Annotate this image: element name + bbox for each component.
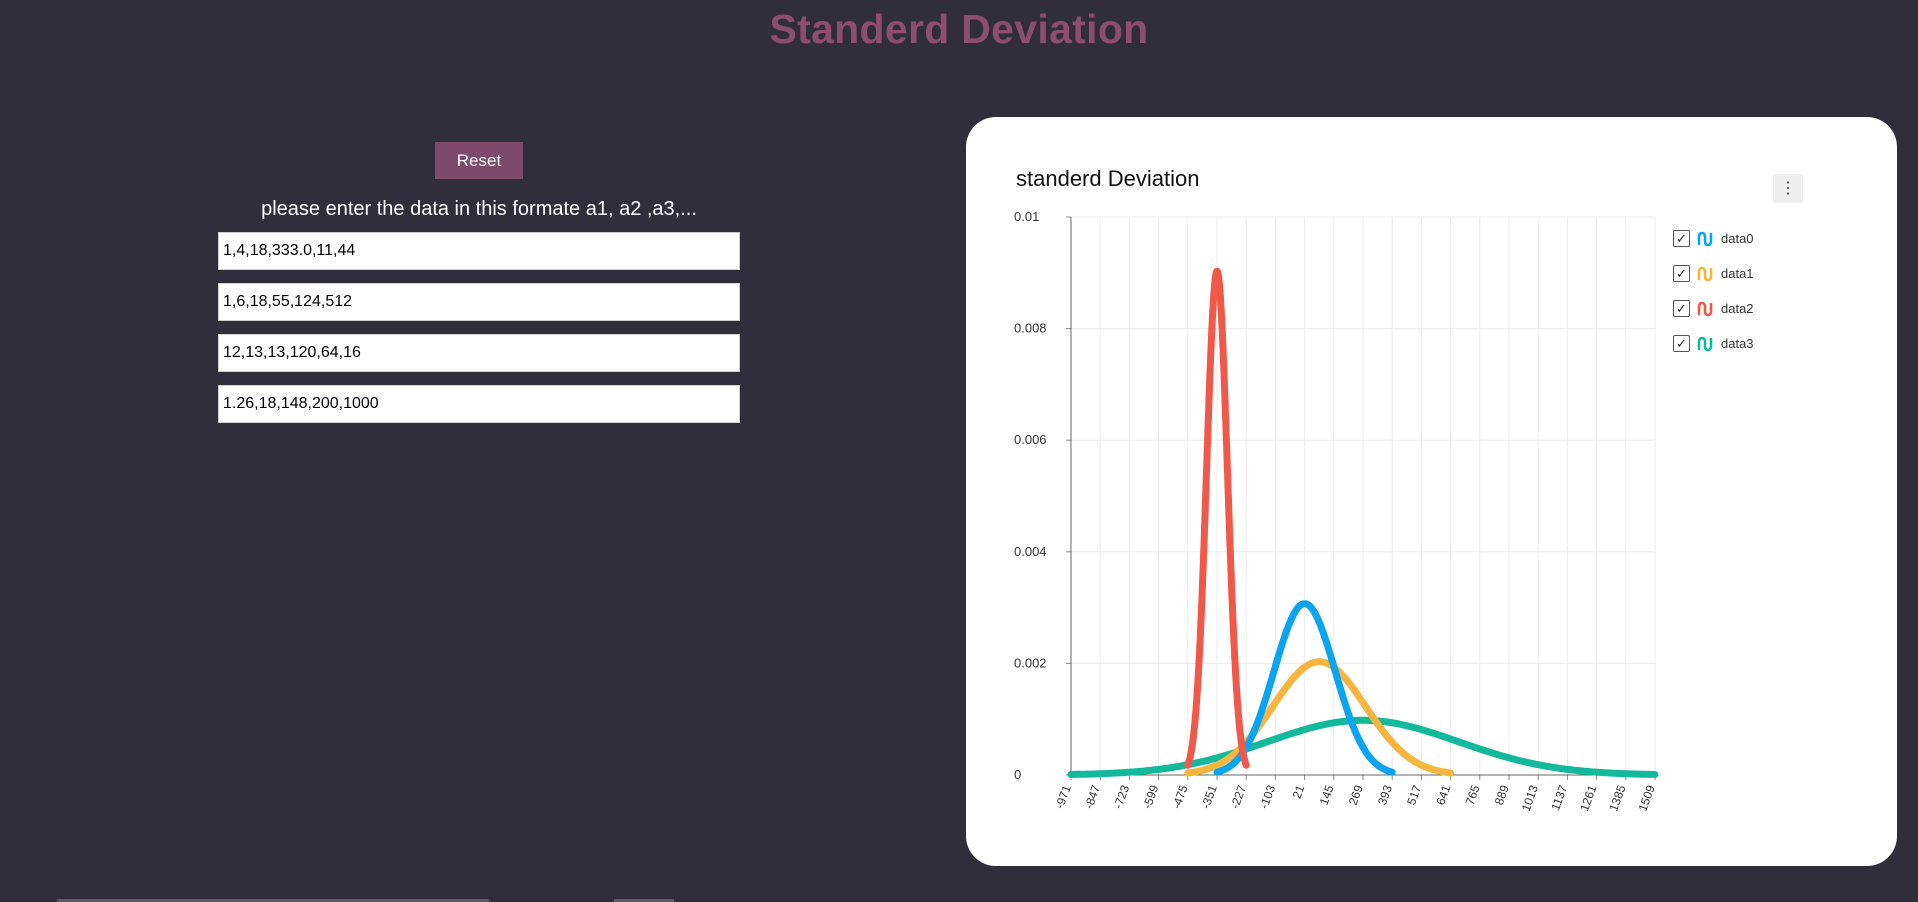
x-tick-label: 269: [1346, 783, 1366, 807]
x-tick-label: 145: [1317, 783, 1337, 807]
legend-item-data0[interactable]: ✓ data0: [1673, 226, 1754, 251]
x-tick-label: 21: [1290, 783, 1308, 801]
x-tick-label: -847: [1082, 783, 1103, 811]
data-entry-panel: Reset please enter the data in this form…: [218, 142, 740, 423]
x-tick-label: 889: [1492, 783, 1512, 807]
legend-label: data0: [1721, 231, 1754, 246]
horizontal-scrollbar[interactable]: [57, 899, 489, 902]
legend-item-data2[interactable]: ✓ data2: [1673, 296, 1754, 321]
checkbox-icon[interactable]: ✓: [1673, 335, 1690, 352]
reset-button[interactable]: Reset: [435, 142, 523, 179]
chart-title: standerd Deviation: [1016, 166, 1200, 191]
x-tick-label: -971: [1052, 783, 1073, 811]
legend-label: data2: [1721, 301, 1754, 316]
x-tick-label: -351: [1198, 783, 1219, 811]
data-input-0[interactable]: [218, 232, 740, 270]
data-input-3[interactable]: [218, 385, 740, 423]
horizontal-scrollbar-thumb[interactable]: [614, 899, 674, 902]
y-tick-label: 0: [1014, 767, 1021, 782]
y-tick-label: 0.008: [1014, 321, 1047, 336]
legend-label: data3: [1721, 336, 1754, 351]
vertical-dots-icon: ⋮: [1780, 180, 1796, 197]
chart-legend: ✓ data0 ✓ data1 ✓ data2 ✓ data3: [1673, 226, 1754, 366]
x-tick-label: -599: [1140, 783, 1161, 811]
checkbox-icon[interactable]: ✓: [1673, 230, 1690, 247]
wave-series-icon: [1697, 231, 1713, 246]
x-tick-label: 393: [1375, 783, 1395, 807]
x-tick-label: 1261: [1577, 783, 1599, 813]
series-line-data3: [1067, 716, 1659, 778]
legend-item-data1[interactable]: ✓ data1: [1673, 261, 1754, 286]
legend-label: data1: [1721, 266, 1754, 281]
x-tick-label: 641: [1433, 783, 1453, 807]
wave-series-icon: [1697, 266, 1713, 281]
x-tick-label: -475: [1169, 783, 1190, 811]
wave-series-icon: [1697, 301, 1713, 316]
x-tick-label: 1137: [1548, 783, 1570, 812]
y-tick-label: 0.002: [1014, 655, 1047, 670]
x-tick-label: -723: [1111, 783, 1132, 811]
series-line-data0: [1213, 600, 1396, 776]
x-tick-label: 765: [1463, 783, 1483, 807]
chart-plot: -971 -847 -723 -599 -475 -351 -227 -103 21 145 269…: [1014, 209, 1659, 813]
checkbox-icon[interactable]: ✓: [1673, 265, 1690, 282]
series-line-data2: [1184, 267, 1250, 769]
y-tick-label: 0.01: [1014, 209, 1039, 224]
x-tick-label: -103: [1257, 783, 1278, 811]
x-tick-label: 1509: [1636, 783, 1658, 813]
x-tick-label: -227: [1228, 783, 1249, 811]
legend-item-data3[interactable]: ✓ data3: [1673, 331, 1754, 356]
instructions-text: please enter the data in this formate a1…: [261, 198, 697, 220]
page-title: Standerd Deviation: [769, 6, 1149, 52]
data-input-2[interactable]: [218, 334, 740, 372]
y-tick-label: 0.006: [1014, 432, 1047, 447]
y-tick-label: 0.004: [1014, 544, 1047, 559]
chart-card: standerd Deviation ⋮ -971 -847 -723 -599 -47…: [966, 117, 1897, 866]
checkbox-icon[interactable]: ✓: [1673, 300, 1690, 317]
x-tick-label: 1013: [1519, 783, 1541, 813]
x-tick-label: 517: [1404, 783, 1424, 807]
data-input-1[interactable]: [218, 283, 740, 321]
chart-menu-button[interactable]: ⋮: [1773, 174, 1803, 203]
wave-series-icon: [1697, 336, 1713, 351]
series-line-data1: [1184, 658, 1455, 777]
x-tick-label: 1385: [1606, 783, 1628, 813]
